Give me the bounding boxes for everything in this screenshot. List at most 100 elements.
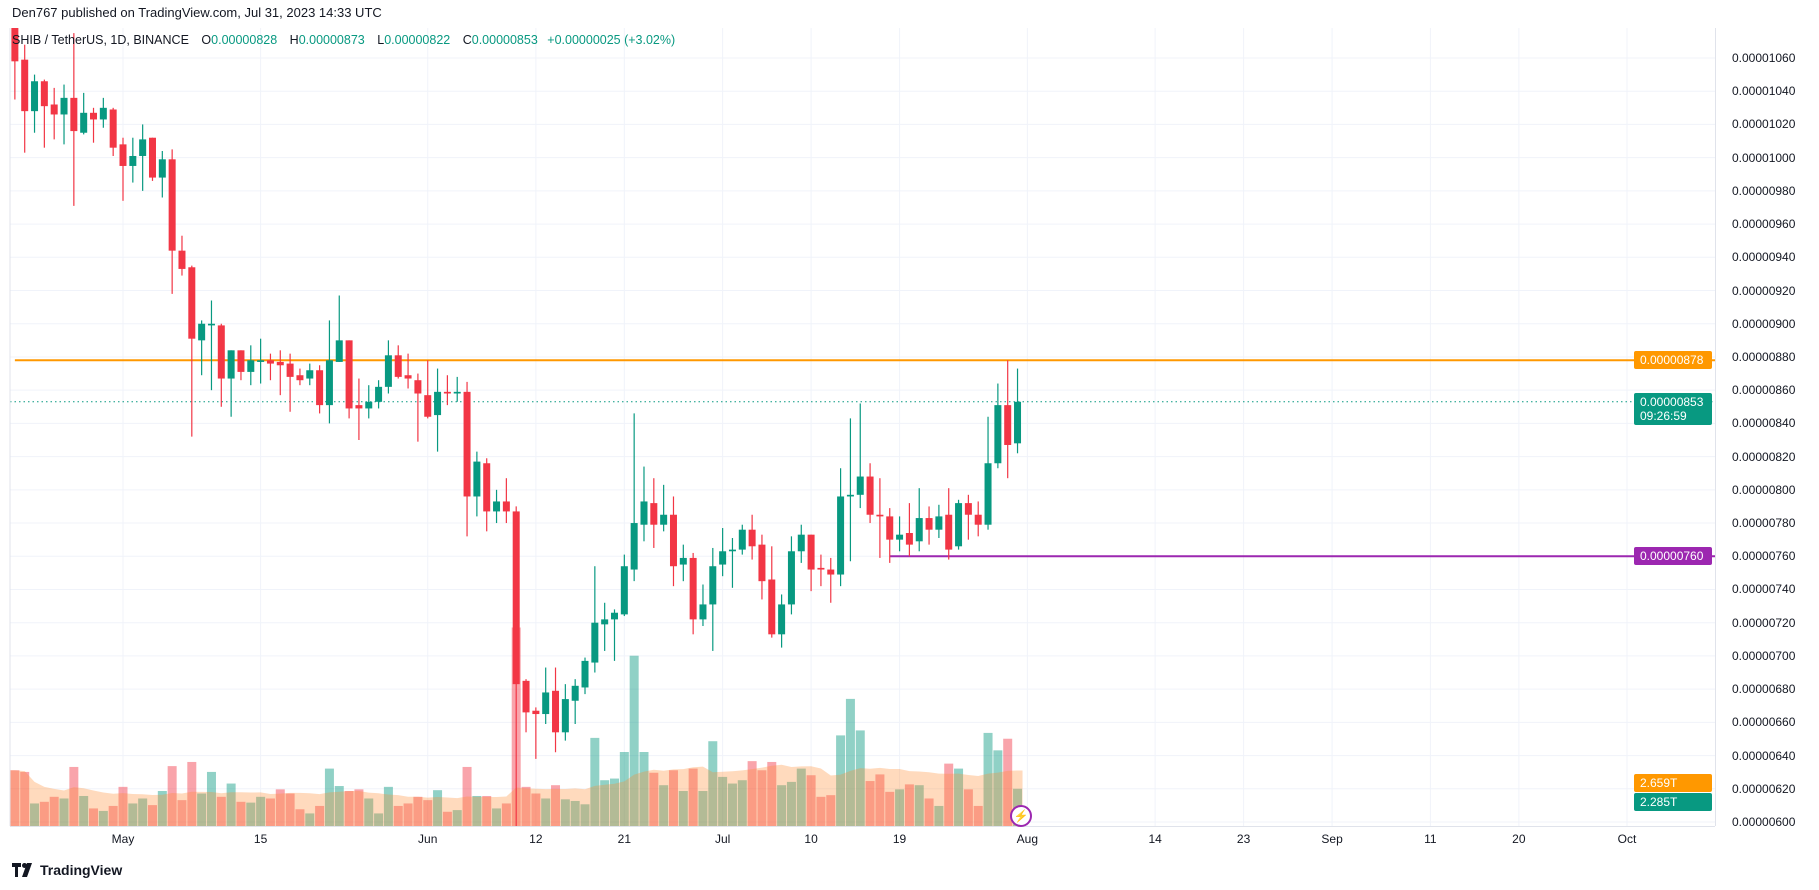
- candle-body: [365, 401, 373, 409]
- time-axis-border: [10, 826, 1715, 827]
- volume-bar: [610, 778, 619, 826]
- time-tick-label: 19: [892, 832, 907, 846]
- volume-bar: [30, 803, 40, 826]
- volume-bar: [521, 786, 531, 826]
- price-tick-label: 0.00001040: [1732, 84, 1796, 99]
- candle-body: [11, 28, 19, 62]
- candle-body: [90, 112, 98, 120]
- candle-body: [276, 361, 284, 366]
- price-tick-label: 0.00000800: [1732, 482, 1796, 497]
- volume-bar: [973, 805, 983, 826]
- candle-body: [601, 619, 609, 625]
- volume-bar: [895, 789, 905, 826]
- price-tick-label: 0.00000920: [1732, 283, 1796, 298]
- volume-bar: [206, 771, 216, 826]
- price-tick-label: 0.00000640: [1732, 748, 1796, 763]
- candle-body: [591, 622, 599, 663]
- volume-bar: [767, 761, 777, 826]
- bar-countdown: 09:26:59: [1640, 408, 1687, 423]
- candle-body: [473, 461, 481, 497]
- candle-body: [827, 569, 835, 575]
- candle-body: [493, 501, 501, 512]
- volume-bar: [737, 780, 747, 826]
- volume-bar: [718, 776, 728, 826]
- volume-bar: [374, 813, 384, 826]
- candle-body: [807, 534, 815, 570]
- volume-bar: [20, 771, 30, 826]
- candle-body: [316, 370, 324, 406]
- candle-body: [935, 516, 943, 530]
- time-tick-label: Jun: [418, 832, 438, 846]
- symbol-legend: SHIB / TetherUS, 1D, BINANCE O0.00000828…: [12, 33, 675, 47]
- time-tick-label: May: [111, 832, 135, 846]
- volume-bar: [904, 784, 914, 826]
- volume-bar: [147, 805, 157, 826]
- candle-body: [463, 391, 471, 497]
- candle-body: [375, 386, 383, 402]
- candle-body: [80, 112, 88, 133]
- time-tick-label: 12: [529, 832, 543, 846]
- candle-body: [905, 533, 913, 545]
- volume-bar: [108, 805, 118, 826]
- price-tick-label: 0.00000600: [1732, 815, 1796, 829]
- volume-bar: [914, 785, 924, 826]
- resistance-price-badge: 0.00000878: [1634, 351, 1712, 370]
- candle-body: [719, 551, 727, 565]
- candle-body: [689, 557, 697, 620]
- price-tick-label: 0.00000840: [1732, 416, 1796, 431]
- price-chart[interactable]: [0, 0, 1715, 826]
- candle-body: [915, 518, 923, 542]
- volume-bar: [79, 795, 89, 826]
- candle-body: [394, 355, 402, 377]
- symbol-title[interactable]: SHIB / TetherUS, 1D, BINANCE: [12, 33, 189, 47]
- volume-bar: [983, 732, 993, 826]
- price-tick-label: 0.00000660: [1732, 715, 1796, 730]
- volume-bar: [590, 737, 600, 826]
- volume-bar: [98, 810, 108, 826]
- footer-logo[interactable]: TradingView: [12, 862, 122, 878]
- horizontal-lines[interactable]: [10, 359, 1715, 558]
- volume-bar: [531, 793, 541, 826]
- candle-body: [532, 710, 540, 715]
- price-tick-label: 0.00000880: [1732, 349, 1796, 364]
- candle-body: [797, 534, 805, 552]
- candle-body: [188, 267, 196, 339]
- volume-bar: [265, 798, 275, 826]
- volume-bar: [796, 768, 806, 826]
- volume-bar: [541, 798, 551, 826]
- change-value: +0.00000025 (+3.02%): [547, 33, 676, 47]
- candle-body: [817, 567, 825, 570]
- brand-name: TradingView: [40, 862, 123, 878]
- candle-body: [994, 405, 1002, 464]
- volume-bar: [423, 800, 433, 826]
- volume-bar: [649, 772, 659, 826]
- volume-bar: [826, 795, 836, 826]
- candle-body: [571, 685, 579, 701]
- volume-bar: [187, 761, 197, 826]
- time-tick-label: 15: [253, 832, 268, 846]
- candle-body: [296, 375, 304, 381]
- price-tick-label: 0.00000620: [1732, 781, 1796, 796]
- price-tick-label: 0.00000680: [1732, 682, 1796, 697]
- volume-bar: [442, 811, 452, 826]
- candle-body: [198, 323, 206, 341]
- volume-bar: [875, 774, 885, 826]
- price-tick-label: 0.00000760: [1732, 549, 1796, 564]
- candle-body: [955, 503, 963, 547]
- candle-body: [60, 97, 68, 115]
- price-tick-label: 0.00000780: [1732, 516, 1796, 531]
- price-tick-label: 0.00001000: [1732, 150, 1796, 165]
- price-tick-label: 0.00000860: [1732, 383, 1796, 398]
- candle-body: [837, 496, 845, 575]
- candle-body: [512, 511, 520, 685]
- volume-bar: [305, 813, 315, 826]
- candle-body: [856, 476, 864, 495]
- lightning-bolt-icon[interactable]: ⚡: [1010, 805, 1032, 827]
- volume-bar: [236, 801, 246, 826]
- time-tick-label: Oct: [1617, 832, 1637, 846]
- candles: [11, 28, 1022, 826]
- tradingview-logo-icon: [12, 863, 32, 877]
- candle-body: [247, 360, 255, 372]
- volume-bar: [383, 786, 393, 826]
- volume-bar: [138, 798, 148, 826]
